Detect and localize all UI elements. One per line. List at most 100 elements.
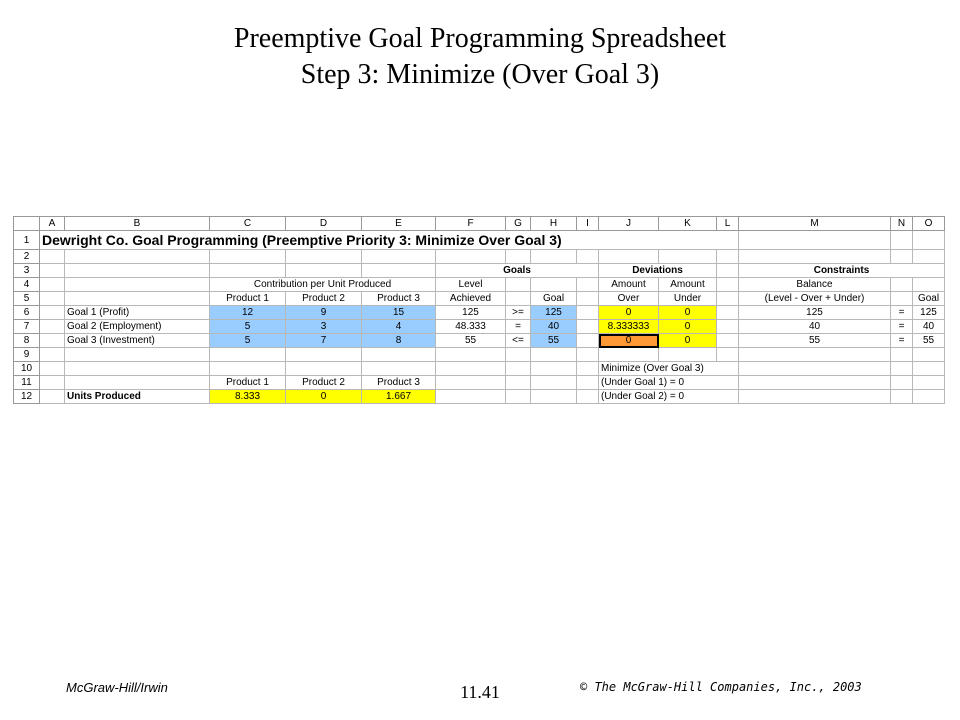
cell[interactable]: [39, 347, 65, 362]
cell[interactable]: [530, 389, 577, 404]
goal-label[interactable]: Goal 1 (Profit): [64, 305, 210, 320]
column-header[interactable]: K: [658, 216, 717, 231]
column-header[interactable]: E: [361, 216, 436, 231]
cell[interactable]: [39, 305, 65, 320]
row-header[interactable]: 1: [13, 230, 40, 250]
cell[interactable]: [912, 230, 945, 250]
cell[interactable]: [530, 375, 577, 390]
active-cell[interactable]: 0: [598, 333, 659, 348]
constraint-note[interactable]: (Under Goal 2) = 0: [598, 389, 739, 404]
cell[interactable]: [435, 389, 506, 404]
cell[interactable]: [361, 347, 436, 362]
column-header[interactable]: H: [530, 216, 577, 231]
cell[interactable]: [64, 249, 210, 264]
cell[interactable]: [912, 389, 945, 404]
row-header[interactable]: 8: [13, 333, 40, 348]
cell[interactable]: [716, 277, 739, 292]
cell[interactable]: [738, 249, 891, 264]
goal-header[interactable]: Goal: [530, 291, 577, 306]
cell[interactable]: [435, 361, 506, 376]
contribution-cell[interactable]: 3: [285, 319, 362, 334]
cell[interactable]: [658, 249, 717, 264]
cell[interactable]: [738, 347, 891, 362]
cell[interactable]: [505, 291, 531, 306]
cell[interactable]: [64, 347, 210, 362]
cell[interactable]: [716, 263, 739, 278]
units-cell[interactable]: 0: [285, 389, 362, 404]
column-header[interactable]: D: [285, 216, 362, 231]
contribution-cell[interactable]: 15: [361, 305, 436, 320]
cell[interactable]: [505, 277, 531, 292]
column-header[interactable]: N: [890, 216, 913, 231]
cell[interactable]: [576, 347, 599, 362]
product-header[interactable]: Product 1: [209, 291, 286, 306]
cell[interactable]: [361, 263, 436, 278]
cell[interactable]: [576, 291, 599, 306]
cell[interactable]: [890, 249, 913, 264]
cell[interactable]: [716, 333, 739, 348]
cell[interactable]: [530, 277, 577, 292]
column-header[interactable]: O: [912, 216, 945, 231]
cell[interactable]: [64, 263, 210, 278]
under-cell[interactable]: 0: [658, 319, 717, 334]
contribution-cell[interactable]: 8: [361, 333, 436, 348]
goal-header[interactable]: Goal: [912, 291, 945, 306]
column-header[interactable]: G: [505, 216, 531, 231]
cell[interactable]: [890, 361, 913, 376]
cell[interactable]: [912, 375, 945, 390]
formula-header[interactable]: (Level - Over + Under): [738, 291, 891, 306]
cell[interactable]: [39, 333, 65, 348]
cell[interactable]: [435, 249, 506, 264]
row-header[interactable]: 3: [13, 263, 40, 278]
cell[interactable]: [576, 375, 599, 390]
cell[interactable]: [890, 375, 913, 390]
cell[interactable]: [285, 249, 362, 264]
cell[interactable]: [716, 347, 739, 362]
column-header[interactable]: L: [716, 216, 739, 231]
amount-header[interactable]: Amount: [658, 277, 717, 292]
under-cell[interactable]: 0: [658, 333, 717, 348]
cell[interactable]: [530, 361, 577, 376]
row-header[interactable]: 10: [13, 361, 40, 376]
row-header[interactable]: 9: [13, 347, 40, 362]
level-cell[interactable]: 55: [435, 333, 506, 348]
amount-header[interactable]: Amount: [598, 277, 659, 292]
cell[interactable]: [598, 347, 659, 362]
cell[interactable]: [39, 291, 65, 306]
column-header[interactable]: M: [738, 216, 891, 231]
cell[interactable]: [361, 249, 436, 264]
cell[interactable]: [39, 361, 65, 376]
cell[interactable]: [716, 291, 739, 306]
over-header[interactable]: Over: [598, 291, 659, 306]
cell[interactable]: [39, 249, 65, 264]
over-cell[interactable]: 8.333333: [598, 319, 659, 334]
cell[interactable]: [505, 375, 531, 390]
goal-label[interactable]: Goal 3 (Investment): [64, 333, 210, 348]
target-cell[interactable]: 55: [912, 333, 945, 348]
cell[interactable]: [505, 389, 531, 404]
constraint-note[interactable]: (Under Goal 1) = 0: [598, 375, 739, 390]
deviations-header[interactable]: Deviations: [598, 263, 717, 278]
cell[interactable]: [658, 347, 717, 362]
cell[interactable]: [738, 375, 891, 390]
cell[interactable]: [738, 389, 891, 404]
achieved-header[interactable]: Achieved: [435, 291, 506, 306]
cell[interactable]: [530, 347, 577, 362]
equals-cell[interactable]: =: [890, 305, 913, 320]
cell[interactable]: [361, 361, 436, 376]
cell[interactable]: [505, 361, 531, 376]
cell[interactable]: [576, 305, 599, 320]
balance-cell[interactable]: 125: [738, 305, 891, 320]
cell[interactable]: [912, 249, 945, 264]
operator-cell[interactable]: =: [505, 319, 531, 334]
corner-cell[interactable]: [13, 216, 40, 231]
product-header[interactable]: Product 3: [361, 291, 436, 306]
row-header[interactable]: 4: [13, 277, 40, 292]
cell[interactable]: [576, 277, 599, 292]
cell[interactable]: [39, 375, 65, 390]
row-header[interactable]: 2: [13, 249, 40, 264]
cell[interactable]: [890, 230, 913, 250]
goal-cell[interactable]: 55: [530, 333, 577, 348]
cell[interactable]: [285, 361, 362, 376]
cell[interactable]: [435, 347, 506, 362]
